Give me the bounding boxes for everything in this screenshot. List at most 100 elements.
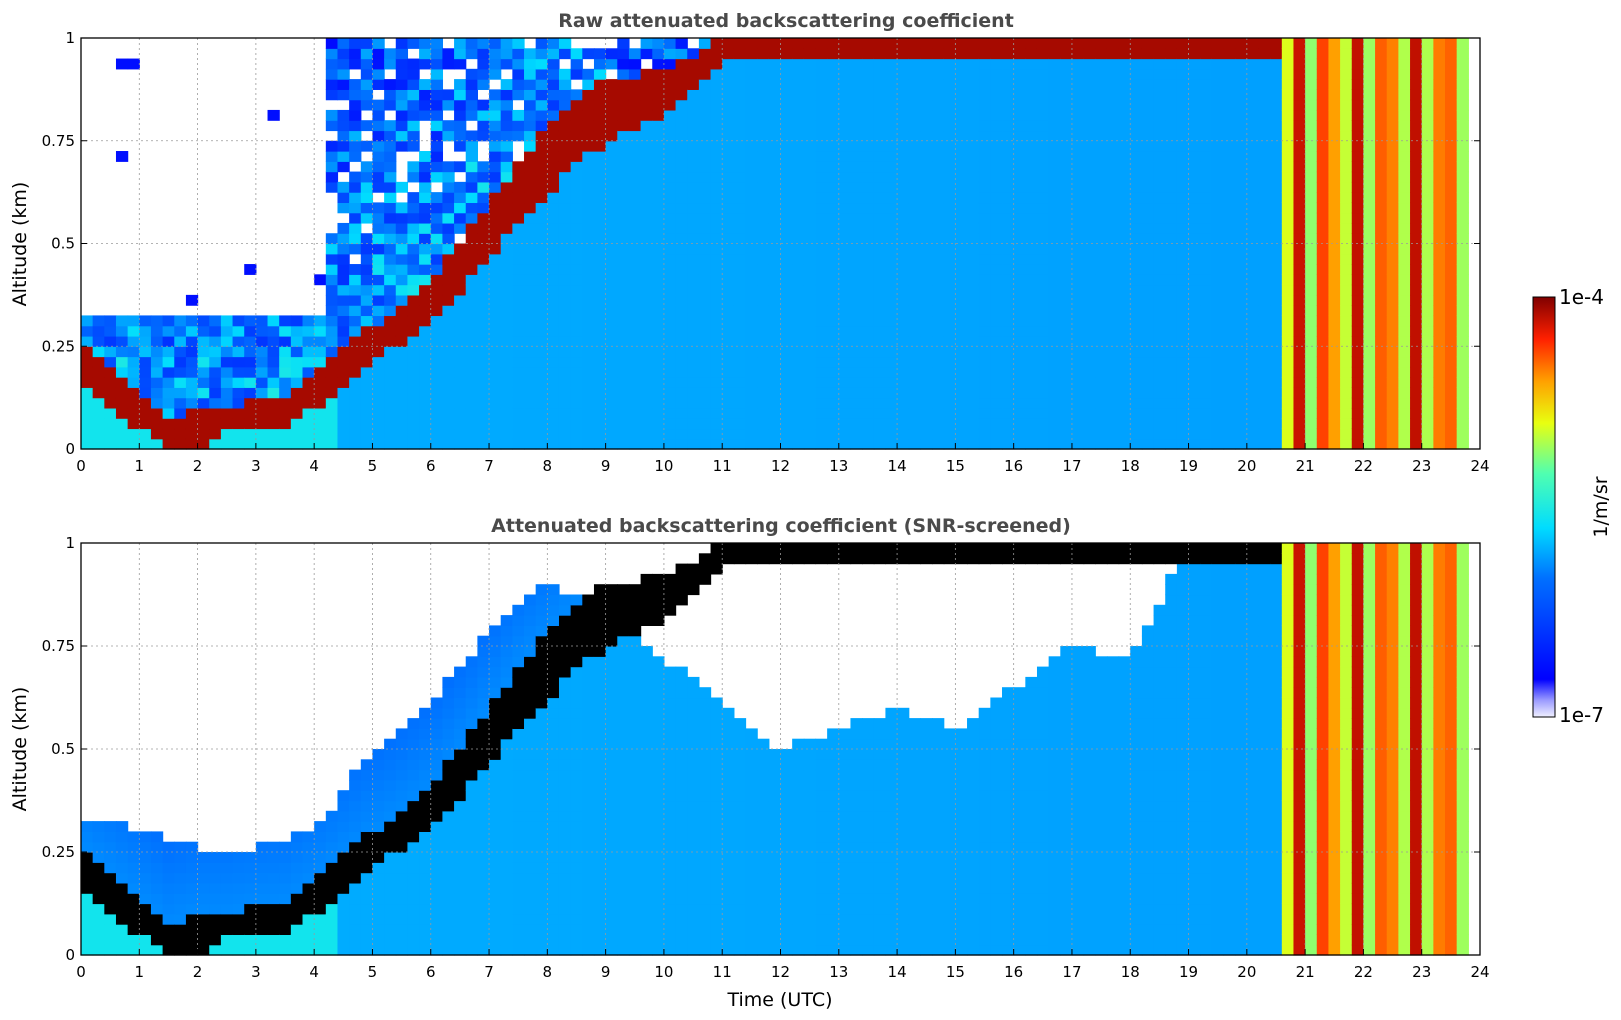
heatmap-cell bbox=[1048, 99, 1061, 111]
heatmap-cell bbox=[442, 852, 455, 863]
heatmap-cell bbox=[325, 68, 339, 80]
heatmap-cell bbox=[792, 356, 805, 368]
heatmap-cell bbox=[1258, 48, 1271, 60]
heatmap-cell bbox=[524, 934, 537, 946]
heatmap-cell bbox=[570, 243, 583, 255]
heatmap-cell bbox=[1386, 397, 1399, 409]
heatmap-cell bbox=[220, 852, 234, 863]
heatmap-cell bbox=[1328, 171, 1341, 183]
heatmap-cell bbox=[582, 130, 595, 142]
heatmap-cell bbox=[605, 356, 618, 368]
heatmap-cell bbox=[698, 284, 712, 296]
heatmap-cell bbox=[465, 852, 478, 863]
heatmap-cell bbox=[220, 862, 234, 874]
heatmap-cell bbox=[500, 687, 513, 699]
heatmap-cell bbox=[197, 397, 210, 409]
heatmap-cell bbox=[349, 294, 362, 306]
heatmap-cell bbox=[1305, 418, 1318, 430]
heatmap-cell bbox=[1410, 181, 1423, 193]
heatmap-cell bbox=[477, 222, 490, 234]
heatmap-cell bbox=[372, 325, 385, 337]
heatmap-cell bbox=[535, 428, 548, 440]
heatmap-cell bbox=[1305, 89, 1318, 101]
heatmap-cell bbox=[687, 192, 700, 204]
heatmap-cell bbox=[1211, 38, 1225, 49]
heatmap-cell bbox=[232, 903, 245, 915]
heatmap-cell bbox=[1375, 274, 1388, 286]
heatmap-cell bbox=[92, 831, 105, 843]
heatmap-cell bbox=[955, 151, 968, 162]
heatmap-cell bbox=[419, 274, 432, 286]
heatmap-cell bbox=[827, 264, 840, 275]
heatmap-cell bbox=[628, 140, 642, 152]
heatmap-cell bbox=[663, 202, 677, 214]
heatmap-cell bbox=[524, 790, 537, 802]
heatmap-cell bbox=[500, 852, 513, 863]
heatmap-cell bbox=[1118, 284, 1131, 296]
heatmap-cell bbox=[1281, 407, 1295, 419]
heatmap-cell bbox=[535, 759, 548, 771]
heatmap-cell bbox=[395, 38, 409, 49]
heatmap-cell bbox=[209, 387, 222, 399]
heatmap-cell bbox=[325, 821, 339, 832]
heatmap-cell bbox=[1106, 428, 1120, 440]
heatmap-cell bbox=[605, 315, 618, 327]
heatmap-cell bbox=[955, 79, 968, 90]
heatmap-cell bbox=[477, 109, 490, 121]
heatmap-cell bbox=[547, 212, 560, 224]
heatmap-cell bbox=[1363, 284, 1376, 296]
heatmap-cell bbox=[174, 418, 187, 430]
heatmap-cell bbox=[780, 397, 793, 409]
heatmap-cell bbox=[605, 58, 618, 70]
heatmap-cell bbox=[92, 872, 105, 884]
heatmap-cell bbox=[500, 161, 513, 173]
heatmap-cell bbox=[897, 315, 910, 327]
heatmap-cell bbox=[197, 924, 210, 935]
heatmap-cell bbox=[1013, 377, 1026, 388]
heatmap-cell bbox=[1316, 294, 1330, 306]
heatmap-cell bbox=[535, 109, 548, 121]
heatmap-cell bbox=[1165, 38, 1178, 49]
heatmap-cell bbox=[1270, 233, 1283, 245]
heatmap-cell bbox=[955, 294, 968, 306]
heatmap-cell bbox=[733, 325, 747, 337]
heatmap-cell bbox=[244, 438, 257, 450]
heatmap-cell bbox=[547, 38, 560, 49]
heatmap-cell bbox=[127, 924, 140, 935]
heatmap-cell bbox=[1351, 202, 1365, 214]
heatmap-cell bbox=[524, 315, 537, 327]
heatmap-cell bbox=[803, 192, 817, 204]
heatmap-cell bbox=[885, 212, 898, 224]
heatmap-cell bbox=[524, 697, 537, 709]
heatmap-cell bbox=[465, 707, 478, 719]
heatmap-cell bbox=[570, 325, 583, 337]
heatmap-cell bbox=[395, 68, 409, 80]
heatmap-cell bbox=[1083, 151, 1096, 162]
heatmap-cell bbox=[1223, 294, 1236, 306]
heatmap-cell bbox=[1060, 264, 1073, 275]
heatmap-cell bbox=[1130, 284, 1143, 296]
heatmap-cell bbox=[827, 294, 840, 306]
heatmap-cell bbox=[558, 377, 572, 388]
heatmap-cell bbox=[407, 222, 420, 234]
heatmap-cell bbox=[220, 882, 234, 894]
heatmap-cell bbox=[745, 377, 758, 388]
heatmap-cell bbox=[395, 387, 409, 399]
heatmap-cell bbox=[1013, 192, 1026, 204]
heatmap-cell bbox=[349, 862, 362, 874]
heatmap-cell bbox=[967, 264, 980, 275]
heatmap-cell bbox=[209, 438, 222, 450]
heatmap-cell bbox=[873, 284, 887, 296]
heatmap-cell bbox=[1305, 294, 1318, 306]
heatmap-cell bbox=[1456, 89, 1469, 101]
heatmap-cell bbox=[1118, 120, 1131, 132]
heatmap-cell bbox=[430, 325, 444, 337]
heatmap-cell bbox=[1340, 130, 1353, 142]
heatmap-cell bbox=[500, 728, 513, 740]
heatmap-cell bbox=[360, 181, 374, 193]
heatmap-cell bbox=[150, 944, 164, 956]
heatmap-cell bbox=[1025, 305, 1038, 317]
heatmap-cell bbox=[1036, 140, 1050, 152]
heatmap-cell bbox=[489, 284, 502, 296]
heatmap-cell bbox=[1060, 377, 1073, 388]
